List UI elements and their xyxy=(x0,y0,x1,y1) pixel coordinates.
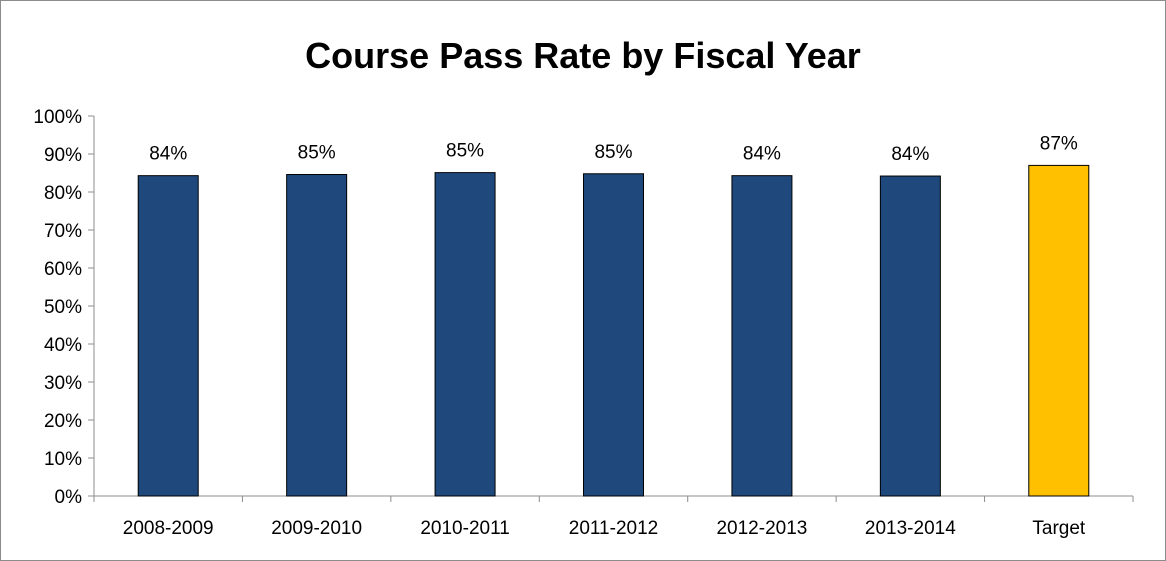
y-tick-label: 0% xyxy=(55,487,83,508)
x-category-label: Target xyxy=(1032,518,1086,539)
x-category-label: 2011-2012 xyxy=(569,518,658,539)
y-tick-label: 80% xyxy=(44,183,82,204)
data-label: 85% xyxy=(594,142,632,163)
y-tick-label: 30% xyxy=(44,373,82,394)
data-label: 84% xyxy=(891,144,929,165)
y-tick-label: 10% xyxy=(44,449,82,470)
bar xyxy=(1028,164,1090,497)
x-category-label: 2009-2010 xyxy=(271,518,362,539)
y-tick-label: 50% xyxy=(44,297,82,318)
bar xyxy=(137,175,199,497)
bar xyxy=(583,173,644,497)
y-tick-label: 90% xyxy=(44,145,82,166)
data-label: 84% xyxy=(743,144,781,165)
y-tick-label: 60% xyxy=(44,259,82,280)
x-category-label: 2010-2011 xyxy=(420,518,509,539)
data-label: 84% xyxy=(149,144,187,165)
data-label: 85% xyxy=(446,141,484,162)
bar xyxy=(731,175,793,497)
x-category-label: 2008-2009 xyxy=(123,518,214,539)
data-label: 87% xyxy=(1040,133,1078,154)
y-tick-label: 20% xyxy=(44,411,82,432)
bar xyxy=(434,172,496,497)
x-category-label: 2013-2014 xyxy=(865,518,956,539)
bar xyxy=(286,174,348,497)
y-tick-label: 100% xyxy=(33,107,82,128)
data-label: 85% xyxy=(298,143,336,164)
x-category-label: 2012-2013 xyxy=(716,518,807,539)
y-tick-label: 40% xyxy=(44,335,82,356)
y-tick-label: 70% xyxy=(44,221,82,242)
chart-title: Course Pass Rate by Fiscal Year xyxy=(305,35,861,76)
bar xyxy=(879,175,941,497)
